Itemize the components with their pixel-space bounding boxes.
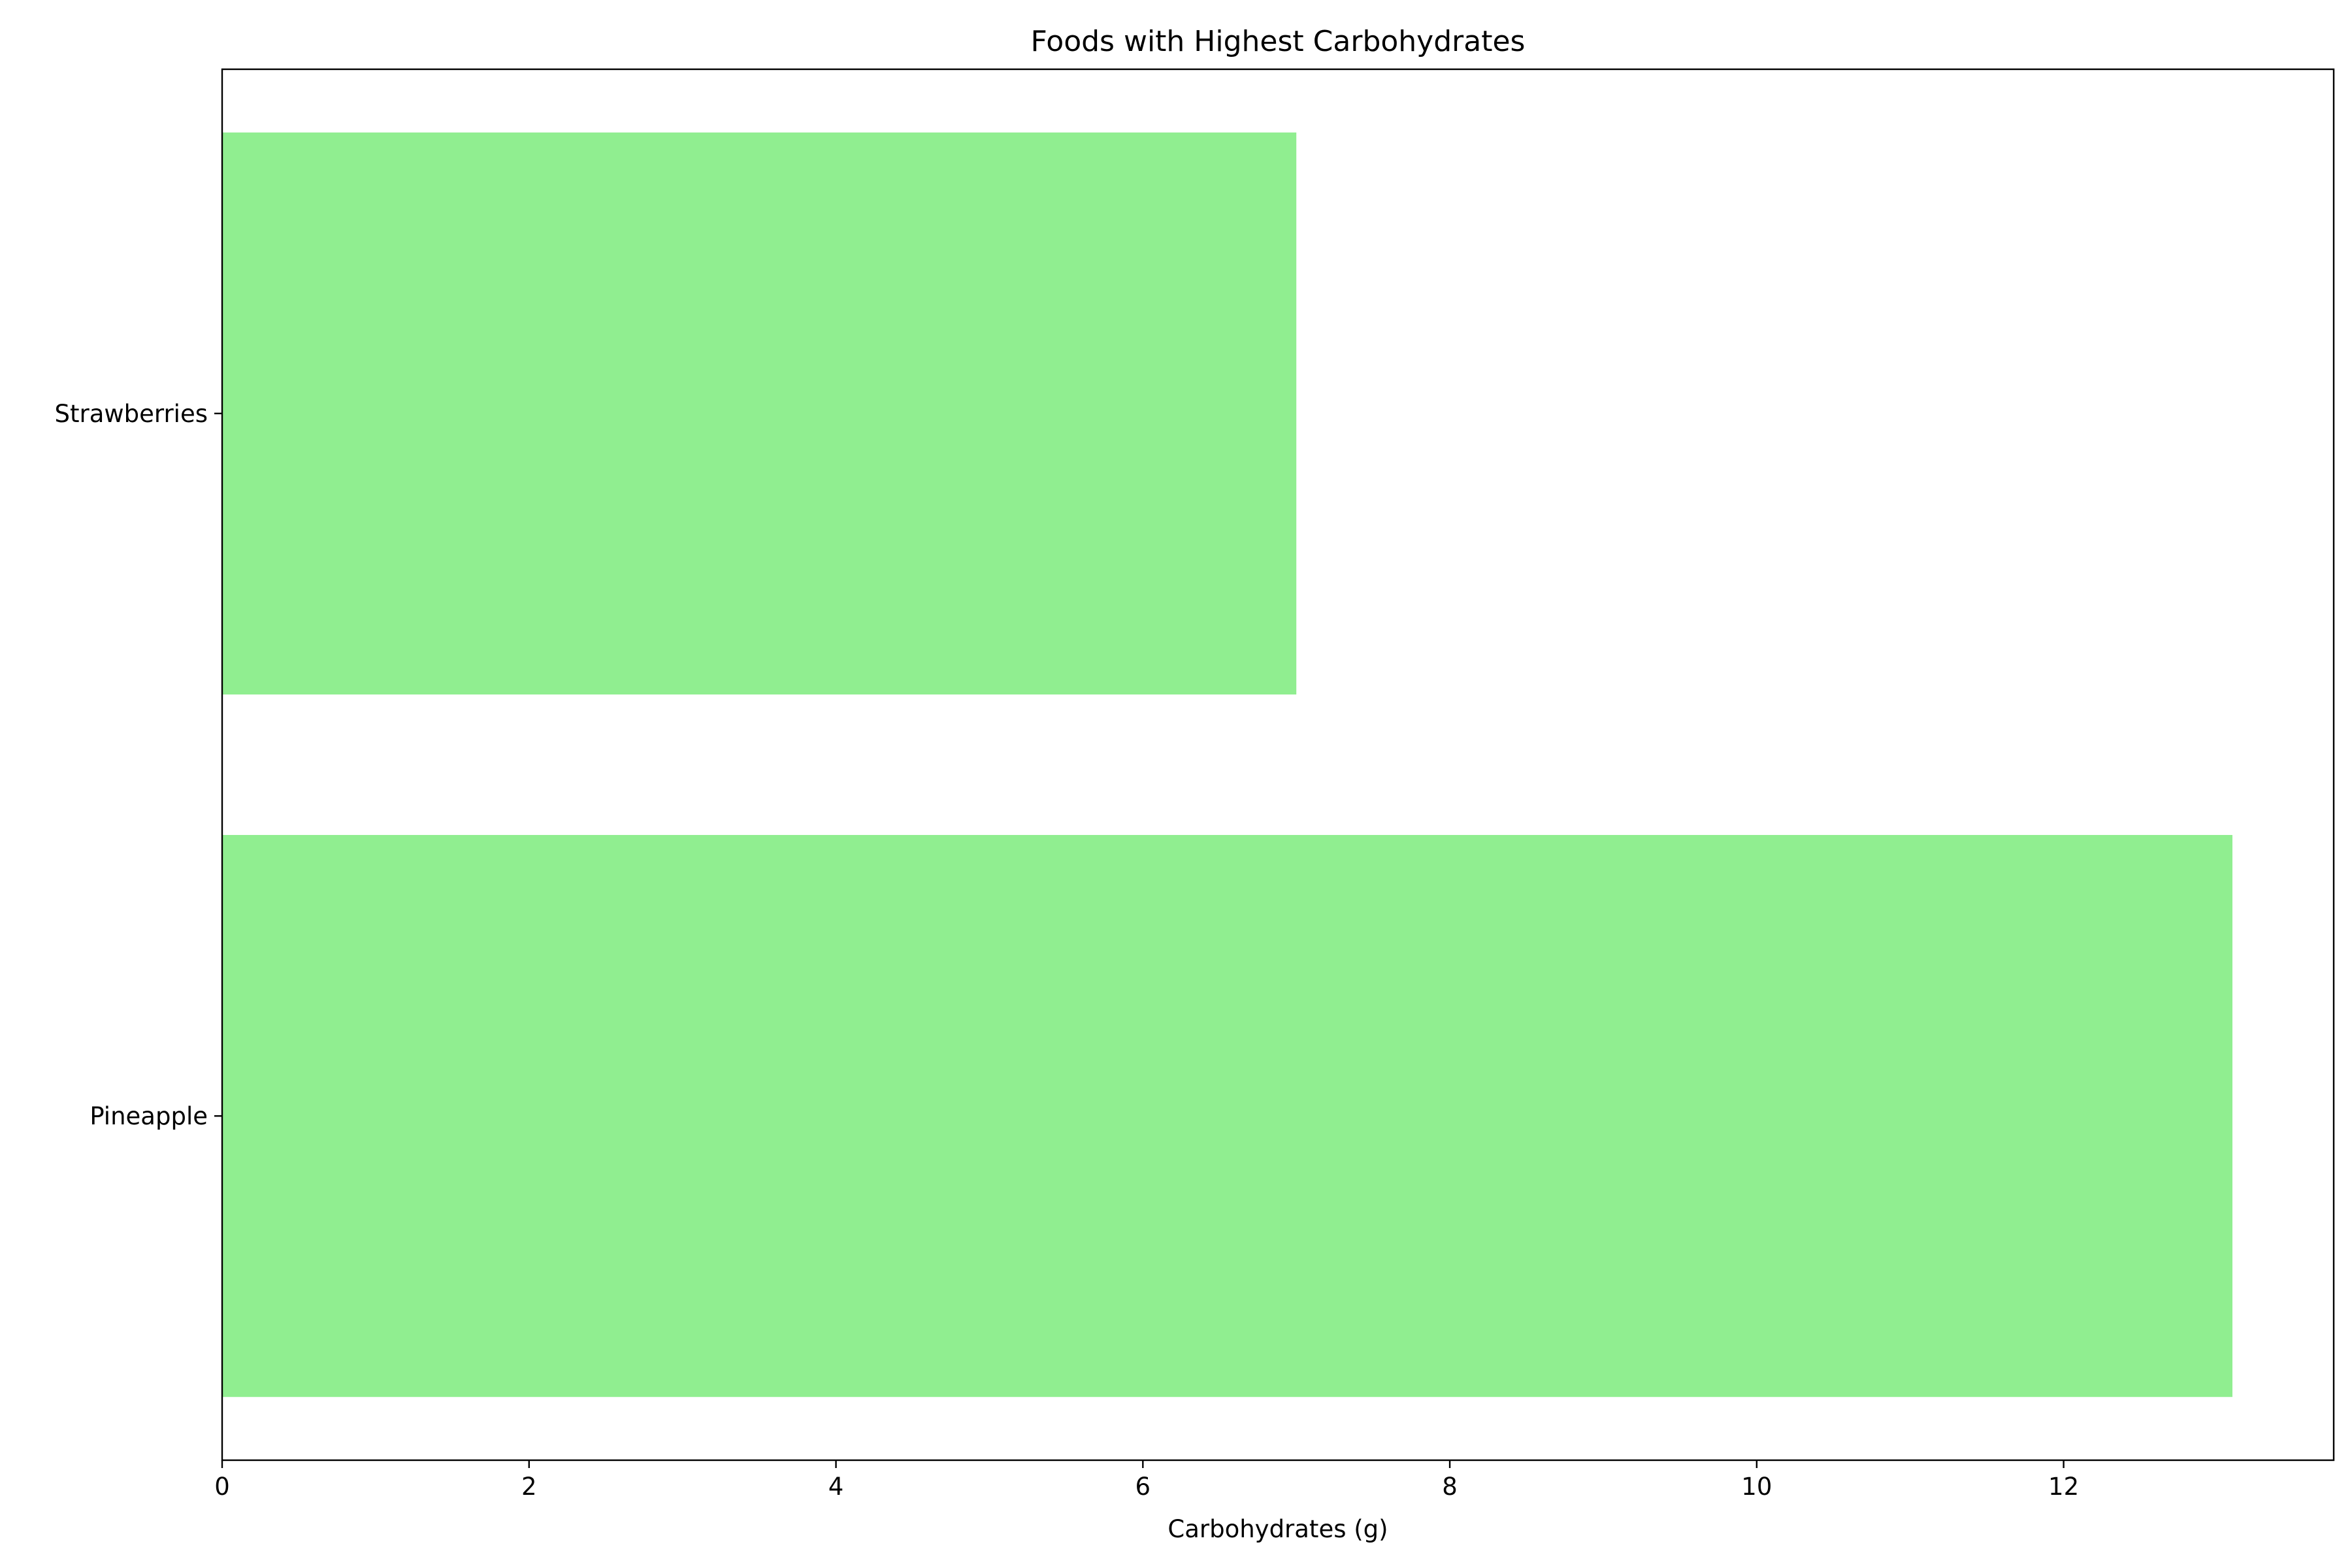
x-tick-label: 8 [1442, 1473, 1458, 1501]
bar-strawberries [222, 132, 1297, 694]
x-tick-label: 4 [828, 1473, 844, 1501]
plot-area-frame [221, 68, 2335, 1462]
x-ticks: 0 2 4 6 8 10 12 [214, 1460, 2079, 1501]
x-tick-label: 0 [214, 1473, 230, 1501]
x-tick-label: 10 [1741, 1473, 1772, 1501]
bars-layer [222, 132, 2232, 1397]
x-axis-label: Carbohydrates (g) [1168, 1515, 1388, 1543]
x-tick-label: 12 [2048, 1473, 2079, 1501]
x-tick-label: 6 [1135, 1473, 1151, 1501]
x-tick-label: 2 [521, 1473, 537, 1501]
chart-title: Foods with Highest Carbohydrates [1031, 25, 1526, 58]
y-tick-label: Strawberries [55, 400, 208, 428]
y-tick-label: Pineapple [90, 1102, 208, 1130]
bar-pineapple [222, 835, 2232, 1397]
y-ticks: Pineapple Strawberries [55, 400, 222, 1130]
